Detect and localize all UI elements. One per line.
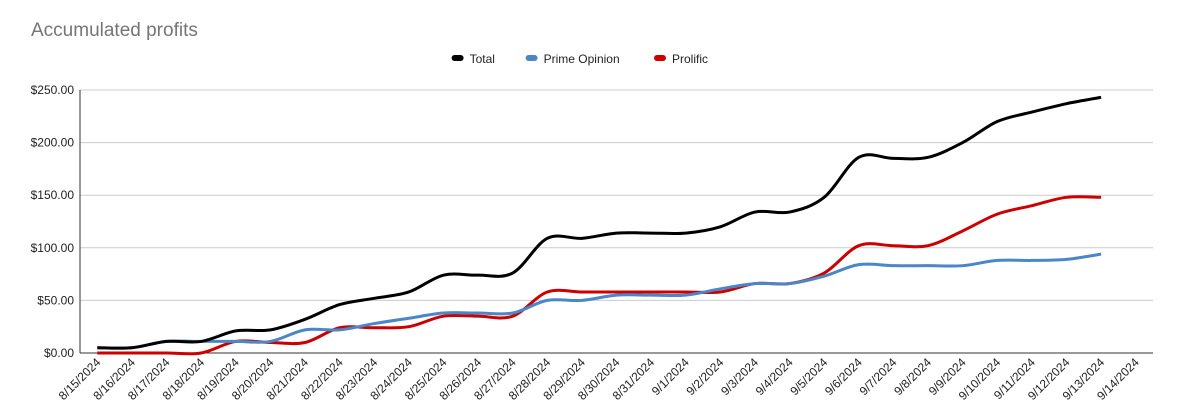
y-tick-label: $250.00 (31, 83, 75, 97)
legend-label: Prolific (672, 52, 708, 66)
series-line (97, 252, 1102, 350)
series-line (97, 95, 1102, 350)
legend-swatch (525, 55, 538, 61)
legend-label: Total (470, 52, 495, 66)
y-tick-label: $50.00 (37, 293, 74, 307)
y-tick-label: $200.00 (31, 136, 75, 150)
chart-title: Accumulated profits (31, 20, 198, 41)
y-tick-label: $0.00 (44, 346, 74, 360)
y-tick-label: $100.00 (31, 241, 75, 255)
y-tick-label: $150.00 (31, 188, 75, 202)
legend-label: Prime Opinion (544, 52, 620, 66)
legend-swatch (451, 55, 464, 61)
legend-swatch (654, 55, 666, 61)
